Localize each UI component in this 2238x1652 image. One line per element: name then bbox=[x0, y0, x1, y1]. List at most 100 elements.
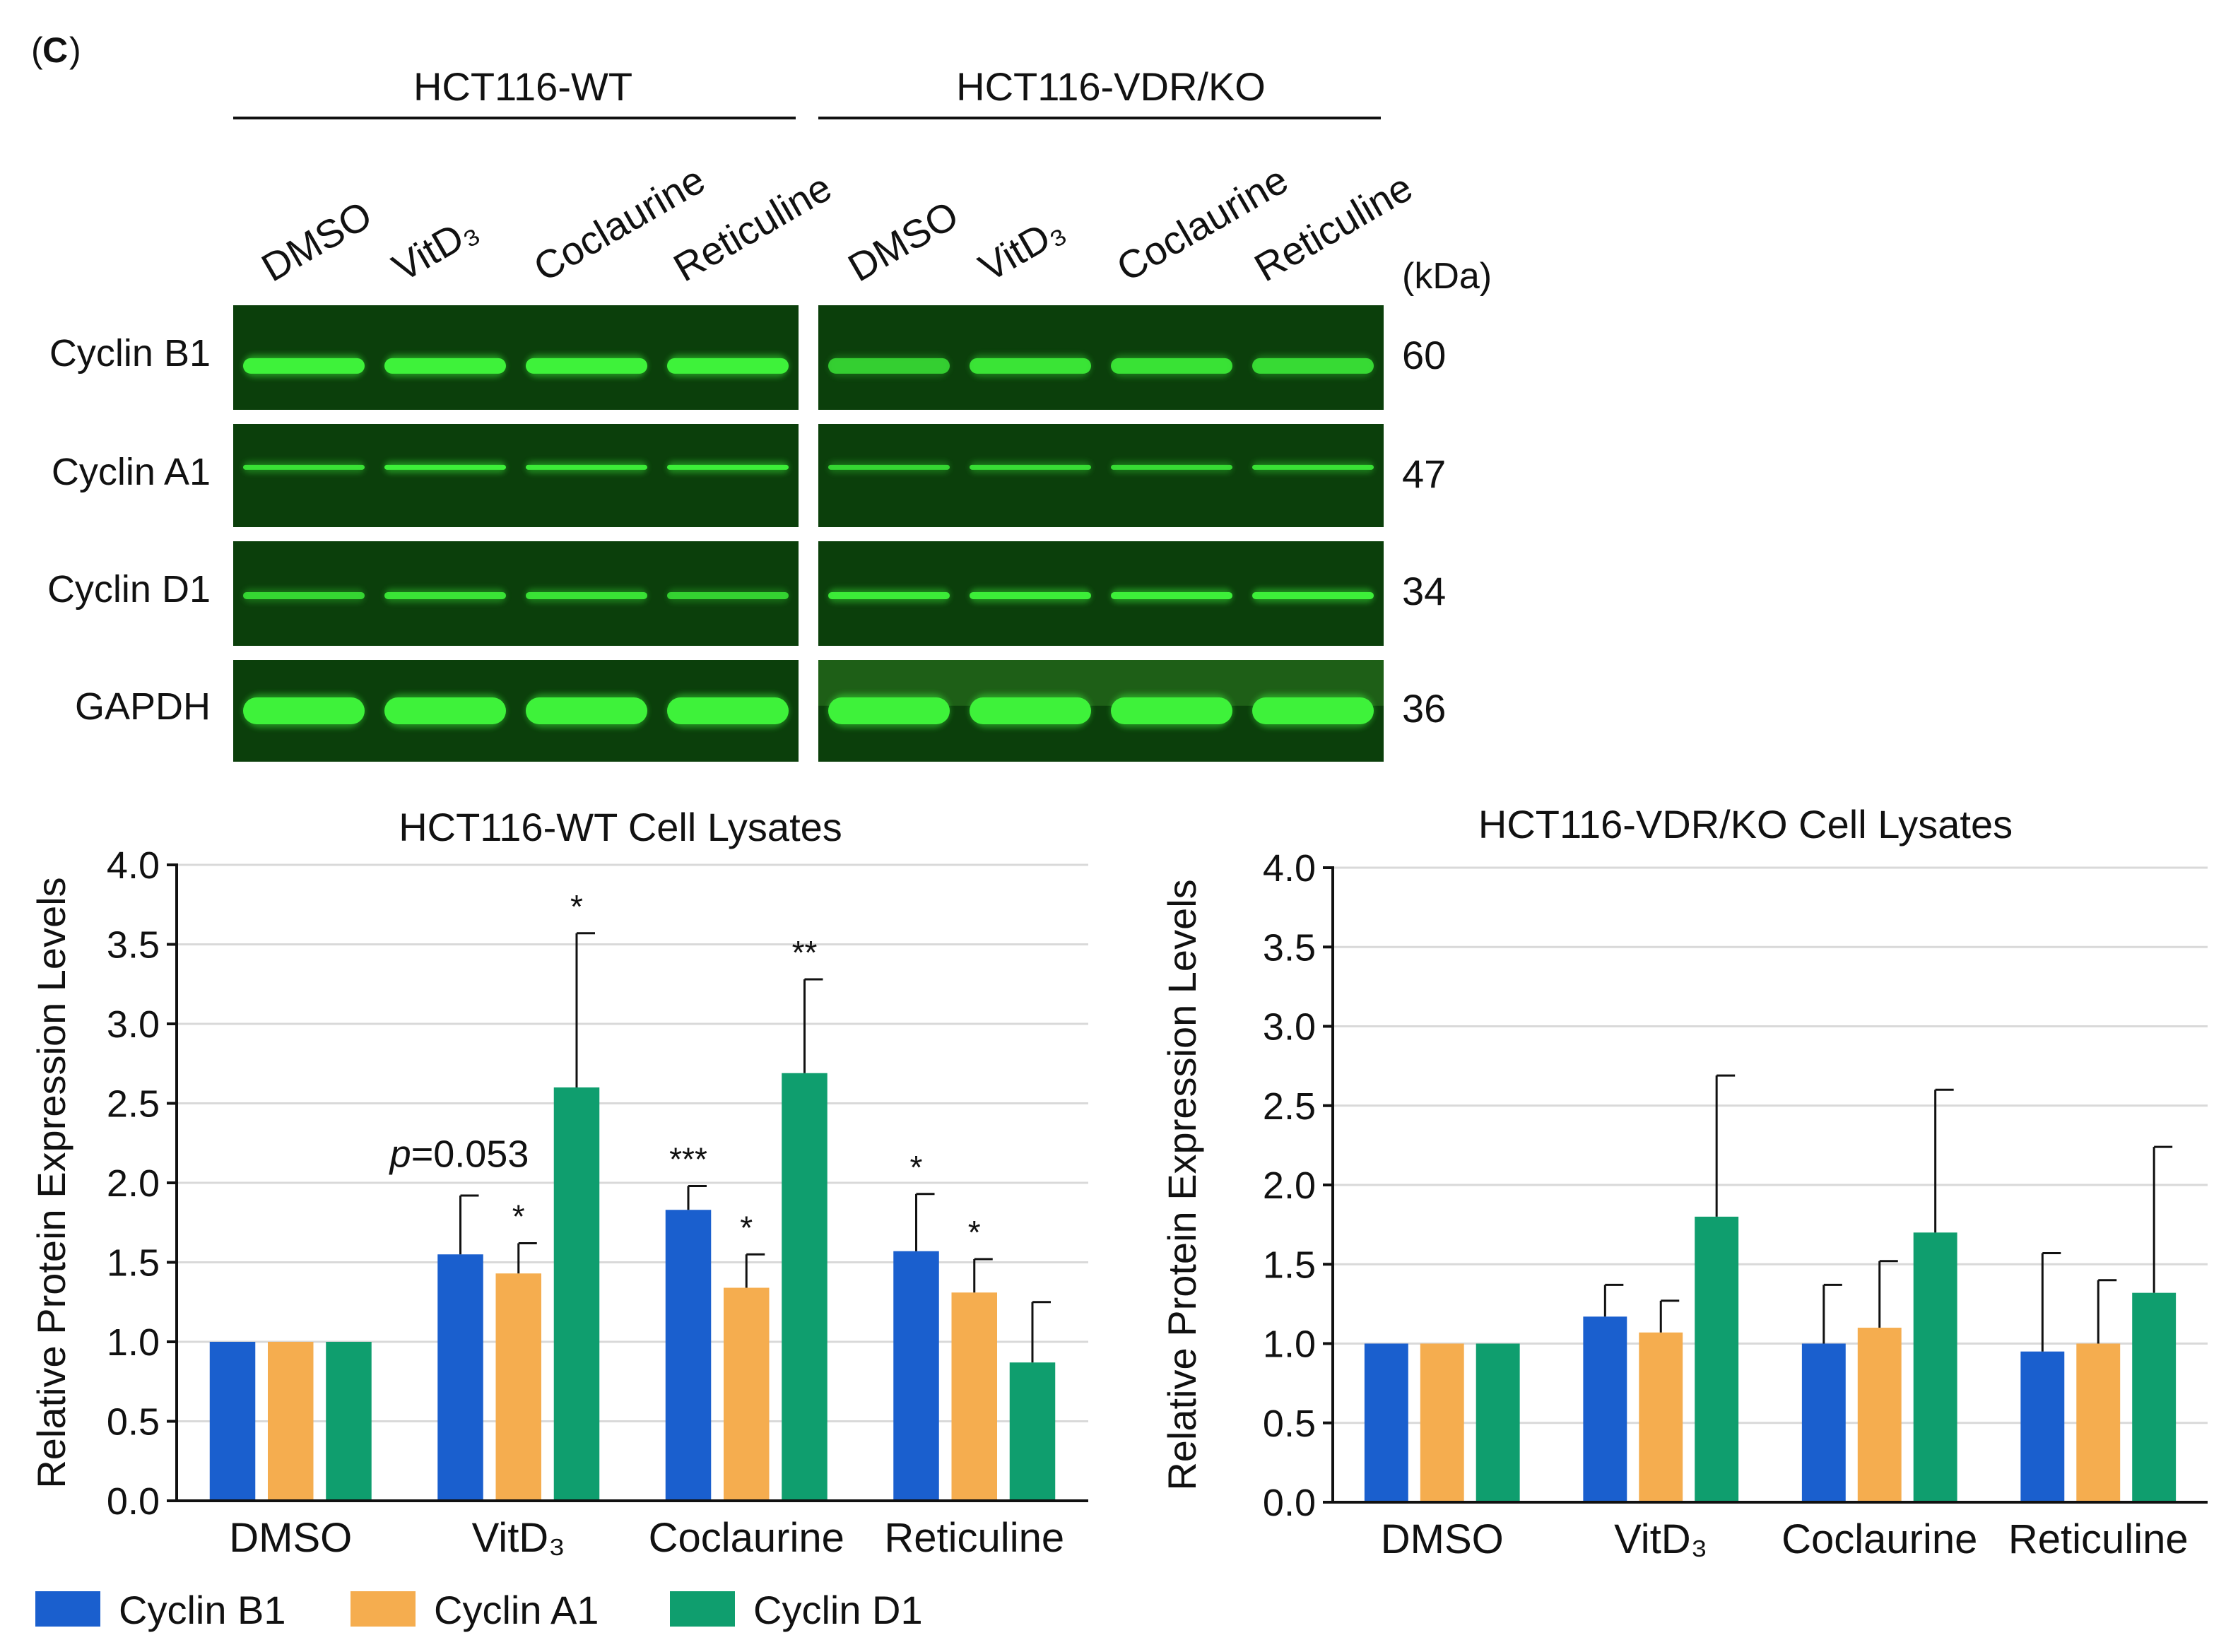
y-tick-label: 3.0 bbox=[1263, 1006, 1316, 1049]
y-tick-label: 1.0 bbox=[1263, 1323, 1316, 1366]
bar-cyclin-b1-dmso bbox=[1364, 1343, 1408, 1502]
legend-swatch-cyclin-a1 bbox=[351, 1591, 416, 1627]
bar-cyclin-b1-dmso bbox=[209, 1342, 256, 1501]
bar-cyclin-b1-vitd3 bbox=[437, 1254, 483, 1501]
y-tick-label: 0.5 bbox=[107, 1401, 160, 1444]
y-tick-label: 3.5 bbox=[1263, 926, 1316, 969]
y-axis-label: Relative Protein Expression Levels bbox=[29, 877, 73, 1488]
blot-panel-cyclin-a1-wt bbox=[233, 424, 799, 527]
bar-cyclin-b1-reticuline bbox=[893, 1251, 939, 1501]
blot-band-cyclin-b1-wt-coclaurine bbox=[526, 358, 647, 374]
blot-band-cyclin-a1-ko-vitd3 bbox=[970, 464, 1091, 470]
svg-text:(: ( bbox=[31, 30, 43, 70]
blot-band-gapdh-ko-coclaurine bbox=[1111, 697, 1232, 724]
x-tick-label-dmso: DMSO bbox=[229, 1515, 352, 1561]
bar-cyclin-d1-coclaurine bbox=[782, 1073, 828, 1501]
bar-cyclin-d1-reticuline bbox=[2132, 1292, 2177, 1502]
blot-band-cyclin-b1-ko-vitd3 bbox=[970, 358, 1091, 374]
y-tick-label: 2.5 bbox=[1263, 1085, 1316, 1128]
bar-cyclin-b1-coclaurine bbox=[665, 1210, 712, 1501]
legend-swatch-cyclin-b1 bbox=[35, 1591, 100, 1627]
blot-band-cyclin-b1-wt-vitd3 bbox=[384, 358, 506, 374]
bar-cyclin-d1-coclaurine bbox=[1913, 1232, 1957, 1502]
legend-swatch-cyclin-d1 bbox=[670, 1591, 735, 1627]
blot-panel-cyclin-a1-ko bbox=[818, 424, 1384, 527]
western-blot-images bbox=[233, 305, 1384, 762]
blot-band-gapdh-wt-coclaurine bbox=[526, 697, 647, 724]
lane-label-wt-dmso: DMSO bbox=[254, 192, 379, 290]
legend-label-cyclin-d1: Cyclin D1 bbox=[753, 1588, 923, 1632]
y-tick-label: 0.5 bbox=[1263, 1403, 1316, 1445]
blot-band-cyclin-b1-ko-dmso bbox=[828, 358, 950, 374]
y-tick-label: 1.5 bbox=[107, 1242, 160, 1285]
svg-text:): ) bbox=[69, 30, 81, 70]
group-label-ko: HCT116-VDR/KO bbox=[956, 64, 1266, 109]
blot-row-label-cyclin-a1: Cyclin A1 bbox=[52, 451, 211, 493]
x-tick-label-dmso: DMSO bbox=[1381, 1516, 1504, 1562]
kda-value-cyclin-d1: 34 bbox=[1402, 569, 1446, 613]
significance-cyclin-d1-vitd3: * bbox=[570, 888, 583, 925]
bar-cyclin-d1-dmso bbox=[1476, 1343, 1520, 1502]
legend-label-cyclin-b1: Cyclin B1 bbox=[119, 1588, 286, 1632]
legend-label-cyclin-a1: Cyclin A1 bbox=[434, 1588, 599, 1632]
blot-band-gapdh-ko-reticuline bbox=[1252, 697, 1374, 724]
lane-labels: DMSO VitD₃ Coclaurine Reticuline DMSO Vi… bbox=[254, 157, 1420, 290]
blot-band-cyclin-d1-ko-reticuline bbox=[1252, 591, 1374, 599]
y-tick-label: 0.0 bbox=[1263, 1482, 1316, 1524]
y-tick-label: 0.0 bbox=[107, 1480, 160, 1523]
y-axis-label: Relative Protein Expression Levels bbox=[1160, 879, 1204, 1490]
y-tick-label: 2.5 bbox=[107, 1083, 160, 1126]
blot-band-cyclin-d1-wt-vitd3 bbox=[384, 591, 506, 599]
blot-band-cyclin-d1-ko-dmso bbox=[828, 591, 950, 599]
lane-label-ko-vitd3: VitD₃ bbox=[972, 206, 1072, 290]
blot-row-label-cyclin-b1: Cyclin B1 bbox=[49, 332, 211, 374]
significance-cyclin-b1-reticuline: * bbox=[910, 1149, 923, 1186]
blot-band-gapdh-ko-vitd3 bbox=[970, 697, 1091, 724]
significance-cyclin-a1-vitd3: * bbox=[512, 1198, 525, 1235]
blot-band-cyclin-a1-ko-reticuline bbox=[1252, 464, 1374, 470]
x-tick-label-coclaurine: Coclaurine bbox=[1781, 1516, 1977, 1562]
x-tick-label-vitd3: VitD₃ bbox=[472, 1515, 565, 1561]
lane-label-ko-dmso: DMSO bbox=[841, 192, 966, 290]
blot-band-gapdh-wt-dmso bbox=[243, 697, 365, 724]
bar-cyclin-a1-coclaurine bbox=[1857, 1328, 1902, 1502]
blot-band-cyclin-a1-wt-reticuline bbox=[667, 464, 789, 470]
y-tick-label: 2.0 bbox=[107, 1162, 160, 1205]
legend: Cyclin B1 Cyclin A1 Cyclin D1 bbox=[35, 1588, 923, 1632]
blot-band-cyclin-b1-ko-coclaurine bbox=[1111, 358, 1232, 374]
blot-band-cyclin-b1-wt-dmso bbox=[243, 358, 365, 374]
blot-row-label-cyclin-d1: Cyclin D1 bbox=[47, 568, 211, 610]
blot-band-cyclin-b1-wt-reticuline bbox=[667, 358, 789, 374]
kda-value-cyclin-a1: 47 bbox=[1402, 452, 1446, 496]
bar-cyclin-a1-coclaurine bbox=[724, 1287, 770, 1501]
significance-cyclin-d1-coclaurine: ** bbox=[792, 934, 818, 971]
bar-cyclin-b1-coclaurine bbox=[1801, 1343, 1846, 1502]
chart-hct116-wt: HCT116-WT Cell Lysates Relative Protein E… bbox=[29, 805, 1088, 1561]
significance-cyclin-a1-coclaurine: * bbox=[740, 1209, 753, 1246]
bar-cyclin-d1-reticuline bbox=[1009, 1362, 1056, 1501]
blot-band-cyclin-d1-wt-reticuline bbox=[667, 591, 789, 599]
chart-title: HCT116-VDR/KO Cell Lysates bbox=[1478, 802, 2013, 846]
chart-hct116-vdr-ko: HCT116-VDR/KO Cell Lysates Relative Prote… bbox=[1160, 802, 2208, 1562]
y-tick-label: 2.0 bbox=[1263, 1164, 1316, 1207]
y-tick-label: 1.0 bbox=[107, 1321, 160, 1364]
kda-value-gapdh: 36 bbox=[1402, 686, 1446, 731]
blot-row-labels: Cyclin B1 Cyclin A1 Cyclin D1 GAPDH bbox=[47, 332, 211, 728]
panel-label: ( C ) bbox=[31, 30, 81, 70]
significance-cyclin-a1-reticuline: * bbox=[968, 1214, 981, 1251]
y-tick-label: 4.0 bbox=[107, 844, 160, 887]
group-label-wt: HCT116-WT bbox=[413, 64, 632, 109]
y-tick-label: 3.5 bbox=[107, 924, 160, 967]
blot-band-cyclin-a1-ko-coclaurine bbox=[1111, 464, 1232, 470]
blot-kda-values: 60 47 34 36 bbox=[1402, 333, 1446, 731]
chart-title: HCT116-WT Cell Lysates bbox=[399, 805, 842, 849]
bar-cyclin-a1-reticuline bbox=[951, 1292, 997, 1501]
bar-cyclin-b1-reticuline bbox=[2020, 1351, 2065, 1502]
blot-band-cyclin-b1-ko-reticuline bbox=[1252, 358, 1374, 374]
blot-band-cyclin-d1-wt-coclaurine bbox=[526, 591, 647, 599]
blot-band-cyclin-d1-ko-coclaurine bbox=[1111, 591, 1232, 599]
blot-band-cyclin-a1-wt-coclaurine bbox=[526, 464, 647, 470]
blot-band-gapdh-ko-dmso bbox=[828, 697, 950, 724]
y-tick-label: 1.5 bbox=[1263, 1244, 1316, 1286]
